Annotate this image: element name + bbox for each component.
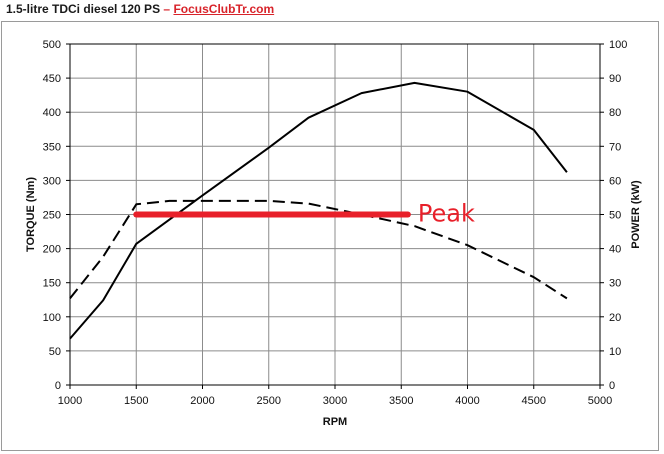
x-axis-label: RPM xyxy=(323,416,347,428)
y-axis-ticks: 0 50 100 150 200 250 300 350 400 450 500 xyxy=(43,39,70,392)
x-tick-label: 3000 xyxy=(323,395,347,407)
y2-tick-label: 40 xyxy=(609,244,621,256)
y-tick-label: 250 xyxy=(43,210,61,222)
y2-tick-label: 30 xyxy=(609,278,621,290)
x-tick-label: 4000 xyxy=(455,395,479,407)
chart-header-site-link[interactable]: FocusClubTr.com xyxy=(173,2,275,16)
x-tick-label: 5000 xyxy=(588,395,612,407)
y2-tick-label: 60 xyxy=(609,175,621,187)
y-axis-label: TORQUE (Nm) xyxy=(25,177,37,252)
chart-annotations: Peak xyxy=(133,200,475,228)
y-tick-label: 350 xyxy=(43,141,61,153)
y-tick-label: 500 xyxy=(43,39,61,51)
x-tick-label: 1000 xyxy=(58,395,82,407)
y2-axis-label: POWER (kW) xyxy=(630,180,642,249)
y-tick-label: 0 xyxy=(55,380,61,392)
x-tick-label: 2000 xyxy=(190,395,214,407)
y-tick-label: 300 xyxy=(43,175,61,187)
y-tick-label: 150 xyxy=(43,278,61,290)
chart-series xyxy=(69,81,568,340)
y2-tick-label: 50 xyxy=(609,210,621,222)
y2-tick-label: 80 xyxy=(609,107,621,119)
x-tick-label: 2500 xyxy=(257,395,281,407)
x-axis-ticks: 1000 1500 2000 2500 3000 3500 4000 4500 5000 xyxy=(58,385,612,407)
chart-frame xyxy=(1,21,659,451)
y2-tick-label: 0 xyxy=(609,380,615,392)
y-tick-label: 400 xyxy=(43,107,61,119)
x-tick-label: 1500 xyxy=(124,395,148,407)
y2-tick-label: 20 xyxy=(609,312,621,324)
y2-tick-label: 90 xyxy=(609,73,621,85)
y-tick-label: 200 xyxy=(43,244,61,256)
y-tick-label: 100 xyxy=(43,312,61,324)
chart-header-title: 1.5-litre TDCi diesel 120 PS xyxy=(6,2,161,16)
y-tick-label: 450 xyxy=(43,73,61,85)
x-tick-label: 3500 xyxy=(389,395,413,407)
y2-tick-label: 70 xyxy=(609,141,621,153)
chart-header: 1.5-litre TDCi diesel 120 PS – FocusClub… xyxy=(6,2,274,16)
y2-tick-label: 10 xyxy=(609,346,621,358)
peak-label: Peak xyxy=(418,200,475,228)
power-curve xyxy=(69,81,568,340)
chart-header-separator: – xyxy=(163,2,171,16)
y-tick-label: 50 xyxy=(49,346,61,358)
y2-axis-ticks: 0 10 20 30 40 50 60 70 80 90 100 xyxy=(600,39,627,392)
y2-tick-label: 100 xyxy=(609,39,627,51)
x-tick-label: 4500 xyxy=(522,395,546,407)
